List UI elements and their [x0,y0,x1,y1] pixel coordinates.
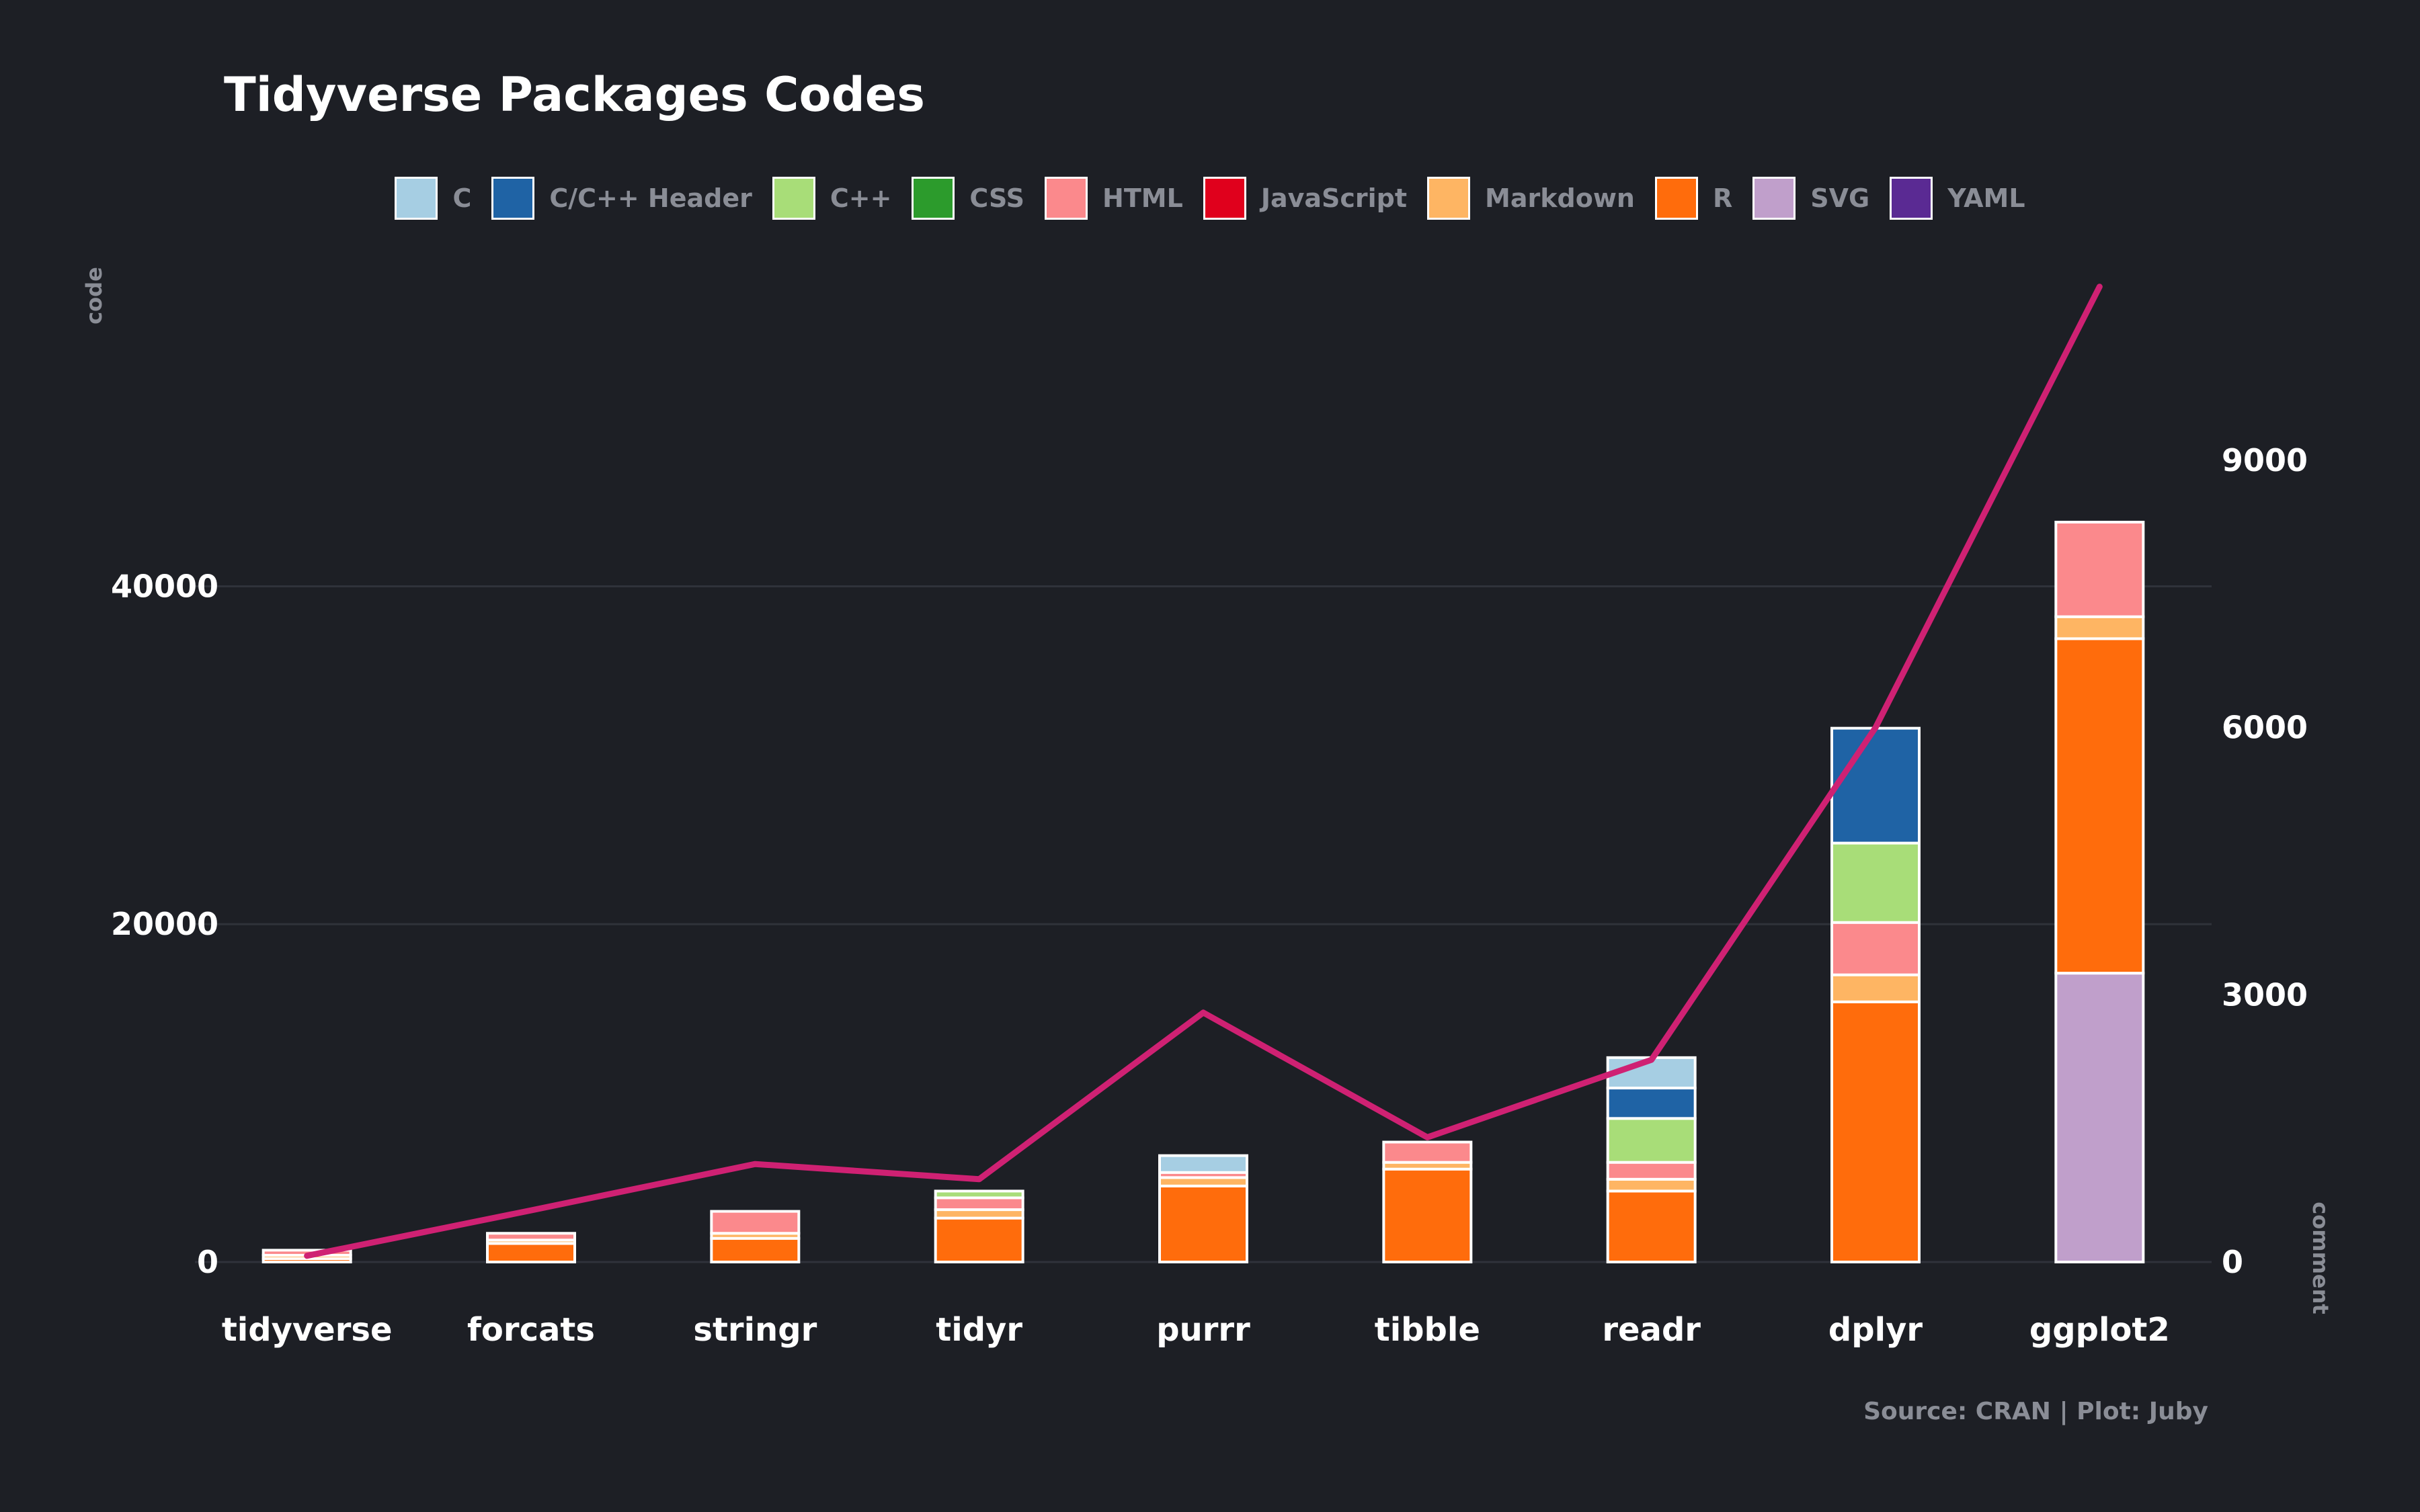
comment-line-point [1201,1009,1206,1015]
bar-segment-c-c-header [1830,726,1921,845]
legend-label: SVG [1810,183,1870,213]
bar-segment-html [1830,921,1921,976]
legend-item: SVG [1752,177,1869,220]
bar-segment-r [1606,1189,1697,1263]
legend-swatch [772,177,815,220]
bar-segment-r [1830,1000,1921,1263]
legend-label: C [452,183,472,213]
bar-segment-c- [1830,841,1921,924]
legend-swatch [1654,177,1698,220]
bar-segment-r [2054,637,2145,975]
legend-label: C/C++ Header [549,183,752,213]
comment-line-point [2097,284,2103,290]
bar-segment-markdown [1830,973,1921,1003]
comment-line-point [976,1176,982,1182]
chart-title: Tidyverse Packages Codes [224,67,925,122]
bar-segment-r [1382,1167,1473,1263]
legend-swatch [1752,177,1796,220]
y-axis-left-tick-label: 0 [197,1244,218,1280]
bar-segment-html [934,1196,1024,1212]
legend-swatch [1427,177,1471,220]
bar-segment-r [934,1216,1024,1263]
comment-line-point [1424,1134,1430,1140]
y-axis-right-tick-label: 9000 [2222,442,2308,478]
bar-segment-r [710,1236,801,1263]
bar-segment-html [486,1232,576,1242]
comment-line-point [1873,724,1878,730]
x-axis-tick-label: dplyr [1828,1311,1923,1349]
x-axis-tick-label: forcats [467,1311,595,1349]
bar-segment-html [2054,520,2145,618]
legend-label: HTML [1102,183,1183,213]
legend-label: Markdown [1485,183,1635,213]
legend-item: Markdown [1427,177,1635,220]
legend-swatch [491,177,535,220]
legend-item: YAML [1890,177,2025,220]
bar-segment-markdown [2054,615,2145,640]
comment-line-point [528,1208,534,1214]
comment-line-point [752,1161,758,1167]
legend-item: CSS [912,177,1024,220]
legend-swatch [912,177,955,220]
comment-line-point [304,1253,310,1259]
legend-swatch [1045,177,1088,220]
bar-segment-html [1382,1140,1473,1164]
legend-item: JavaScript [1203,177,1407,220]
legend-item: C/C++ Header [491,177,752,220]
bar-segment-html [1606,1161,1697,1181]
y-axis-right-tick-label: 3000 [2222,976,2308,1013]
legend-label: R [1712,183,1733,213]
x-axis-tick-label: tibble [1375,1311,1480,1349]
legend-swatch [1890,177,1933,220]
x-axis-tick-label: ggplot2 [2029,1311,2170,1349]
x-axis-tick-label: stringr [693,1311,817,1349]
bar-segment-r [486,1242,576,1263]
y-axis-left-tick-label: 40000 [111,568,218,604]
y-axis-right-tick-label: 0 [2222,1244,2243,1280]
legend-item: HTML [1045,177,1183,220]
legend-label: JavaScript [1260,183,1408,213]
legend-item: C++ [772,177,892,220]
bar-segment-svg [2054,972,2145,1263]
caption: Source: CRAN | Plot: Juby [1863,1398,2208,1425]
legend-swatch [1203,177,1246,220]
legend-label: YAML [1947,183,2025,213]
legend-label: C++ [830,183,892,213]
x-axis-tick-label: tidyr [936,1311,1022,1349]
y-axis-right-tick-label: 6000 [2222,710,2308,746]
bar-segment-c- [1606,1117,1697,1164]
bar-segment-r [1158,1184,1248,1263]
legend-item: R [1654,177,1733,220]
bar-segment-markdown [1606,1177,1697,1193]
x-axis-tick-label: readr [1602,1311,1701,1349]
legend-label: CSS [969,183,1025,213]
legend-swatch [395,177,438,220]
bar-segment-c [1158,1154,1248,1174]
comment-line-point [1648,1057,1654,1063]
legend: C C/C++ Header C++ CSS HTML JavaScript Markdow… [0,171,2420,225]
x-axis-tick-label: tidyverse [222,1311,393,1349]
bar-segment-html [710,1210,801,1235]
y-axis-left-tick-label: 20000 [111,906,218,942]
bar-segment-c- [934,1189,1024,1200]
x-axis-tick-label: purrr [1156,1311,1250,1349]
legend-item: C [395,177,471,220]
bar-segment-c-c-header [1606,1087,1697,1120]
